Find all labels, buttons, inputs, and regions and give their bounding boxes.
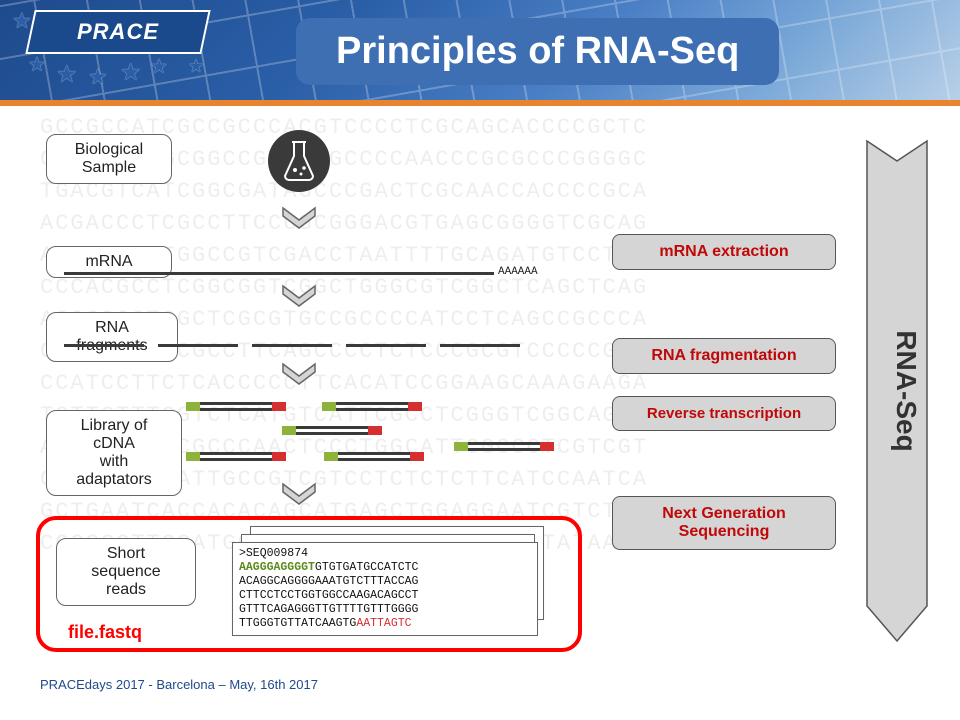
prace-logo: PRACE (30, 10, 206, 54)
footer-text: PRACEdays 2017 - Barcelona – May, 16th 2… (40, 677, 318, 692)
cdna-fragment (282, 426, 382, 435)
cdna-fragment (322, 402, 422, 411)
rna-fragment (158, 344, 238, 347)
action-ngs: Next Generation Sequencing (612, 496, 836, 550)
fastq-content: >SEQ009874 AAGGGAGGGGTGTGTGATGCCATCTC AC… (233, 543, 537, 635)
flask-icon (268, 130, 330, 192)
rna-fragment (346, 344, 426, 347)
poly-a-tail: AAAAAA (498, 266, 538, 278)
step-rna-fragments: RNA fragments (46, 312, 178, 362)
step-biological-sample: Biological Sample (46, 134, 172, 184)
chevron-down-icon (281, 482, 317, 502)
rnaseq-label: RNA-Seq (891, 330, 922, 451)
mrna-strand (64, 272, 494, 275)
page-title: Principles of RNA-Seq (336, 30, 739, 72)
chevron-down-icon (281, 362, 317, 382)
chevron-down-icon (281, 284, 317, 304)
step-cdna-library: Library of cDNA with adaptators (46, 410, 182, 496)
rnaseq-side-arrow: RNA-Seq (862, 136, 932, 651)
title-capsule: Principles of RNA-Seq (296, 18, 779, 85)
action-mrna-extraction: mRNA extraction (612, 234, 836, 270)
chevron-down-icon (281, 206, 317, 226)
header: ★ ★ ★ ★ ★ ★ ★ ★ PRACE Principles of RNA-… (0, 0, 960, 100)
rna-fragment (64, 344, 144, 347)
cdna-fragment (186, 452, 286, 461)
action-rna-fragmentation: RNA fragmentation (612, 338, 836, 374)
cdna-fragment (324, 452, 424, 461)
logo-text: PRACE (77, 19, 159, 45)
cdna-fragment (186, 402, 286, 411)
rna-fragment (440, 344, 520, 347)
content-area: GCCGCCATCGCCGCCCACGTCCCCTCGCAGCACCCCGCTC… (0, 106, 960, 700)
action-reverse-transcription: Reverse transcription (612, 396, 836, 431)
fastq-stack: >SEQ009874 AAGGGAGGGGTGTGTGATGCCATCTC AC… (232, 526, 552, 638)
cdna-fragment (454, 442, 554, 451)
fastq-file-label: file.fastq (68, 622, 142, 643)
rna-fragment (252, 344, 332, 347)
